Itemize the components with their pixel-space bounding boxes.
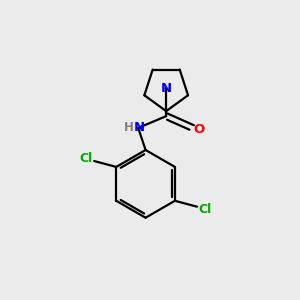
Text: Cl: Cl	[199, 202, 212, 215]
Text: N: N	[134, 122, 145, 134]
Text: H: H	[124, 121, 134, 134]
Text: Cl: Cl	[79, 152, 93, 165]
Text: O: O	[194, 123, 205, 136]
Text: N: N	[160, 82, 172, 95]
